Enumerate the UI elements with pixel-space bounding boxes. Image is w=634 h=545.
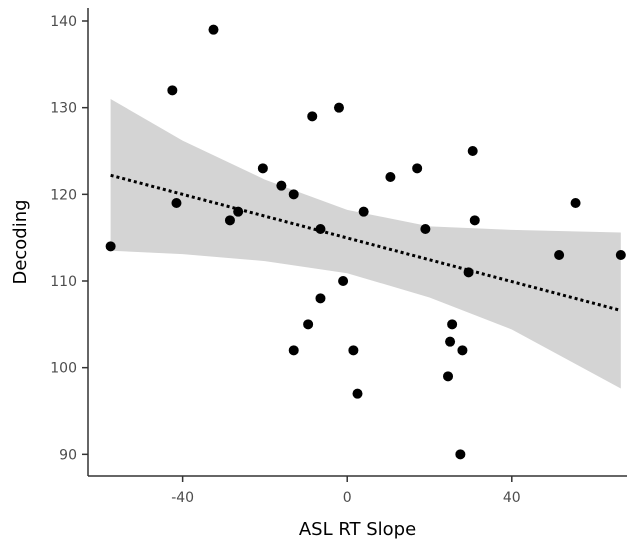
data-point <box>338 276 349 286</box>
data-point <box>333 102 344 113</box>
data-point <box>105 241 116 252</box>
y-axis-title: Decoding <box>10 199 31 284</box>
data-point <box>455 449 466 460</box>
data-point <box>445 336 456 347</box>
data-point <box>469 215 480 226</box>
data-point <box>554 250 565 260</box>
data-point <box>463 267 474 278</box>
data-point <box>288 345 299 356</box>
data-point <box>385 172 396 182</box>
data-point <box>443 371 454 382</box>
y-tick-label: 100 <box>50 361 77 377</box>
y-tick-label: 130 <box>50 101 77 117</box>
x-axis-ticks: -40 0 40 <box>171 476 521 506</box>
x-tick-label: 0 <box>343 490 352 506</box>
data-point <box>276 180 287 191</box>
data-point <box>420 224 431 234</box>
data-point <box>257 163 268 174</box>
data-points <box>105 24 626 460</box>
y-axis-ticks: 90 100 110 120 130 140 <box>50 14 88 463</box>
data-point <box>348 345 359 356</box>
y-tick-label: 140 <box>50 14 77 30</box>
data-point <box>615 250 626 260</box>
x-axis-title: ASL RT Slope <box>299 519 416 540</box>
y-tick-label: 90 <box>59 447 77 463</box>
x-tick-label: -40 <box>171 490 194 506</box>
data-point <box>307 111 318 122</box>
x-tick-label: 40 <box>503 490 521 506</box>
y-tick-label: 120 <box>50 187 77 203</box>
data-point <box>208 24 219 35</box>
data-point <box>303 319 314 330</box>
data-point <box>570 198 581 208</box>
data-point <box>171 198 182 208</box>
data-point <box>412 163 423 174</box>
data-point <box>233 206 244 217</box>
data-point <box>352 388 363 399</box>
trend-line <box>110 173 622 312</box>
data-point <box>447 319 458 330</box>
y-tick-label: 110 <box>50 274 77 290</box>
data-point <box>167 85 178 96</box>
data-point <box>315 224 326 234</box>
data-point <box>457 345 468 356</box>
data-point <box>315 293 326 304</box>
data-point <box>467 146 478 156</box>
data-point <box>358 206 369 217</box>
data-point <box>224 215 235 226</box>
data-point <box>288 189 299 200</box>
